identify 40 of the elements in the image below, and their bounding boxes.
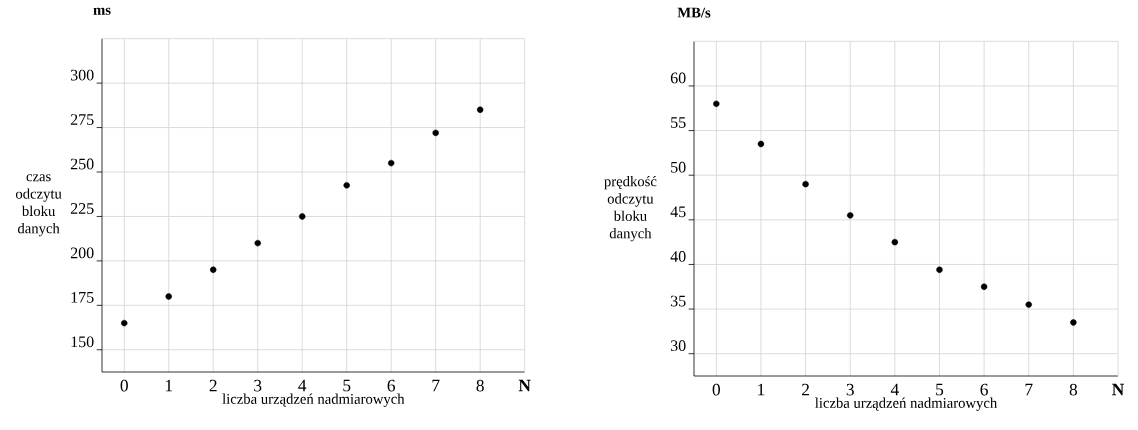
- x-tick-label: 5: [343, 379, 351, 392]
- x-tick-label: 3: [846, 383, 854, 396]
- x-tick-label: 8: [1069, 383, 1078, 396]
- y-tick-label: 250: [70, 158, 94, 170]
- x-tick-label: 8: [476, 379, 484, 392]
- text: N: [1112, 383, 1125, 396]
- x-tick-label: 7: [1025, 383, 1033, 396]
- y-tick-label: 150: [71, 336, 94, 348]
- y-axis-title: czas odczytu bloku danych: [15, 174, 62, 237]
- x-tick-label: 2: [209, 379, 217, 392]
- y-tick-label: 300: [70, 69, 94, 81]
- y-tick-label: 30: [670, 340, 686, 352]
- y-tick-label: 225: [70, 203, 94, 214]
- y-tick-label: 175: [71, 291, 94, 303]
- x-tick-label: 1: [165, 379, 173, 392]
- y-tick-label: 35: [670, 295, 686, 307]
- x-tick-label: 2: [802, 383, 809, 396]
- y-tick-label: 55: [671, 117, 686, 128]
- x-axis-title: liczba urządzeń nadmiarowych: [815, 397, 998, 411]
- chart-title: MB/s: [677, 7, 711, 18]
- text: N: [518, 379, 531, 392]
- y-tick-label: 275: [70, 114, 94, 125]
- x-tick-label: 3: [254, 379, 262, 392]
- x-axis-title: liczba urządzeń nadmiarowych: [222, 393, 405, 407]
- y-tick-label: 200: [70, 247, 94, 259]
- y-tick-label: 50: [671, 161, 686, 173]
- x-tick-label: 0: [712, 383, 720, 396]
- y-tick-label: 60: [670, 72, 686, 84]
- chart-title: ms: [93, 7, 111, 15]
- x-tick-label: 6: [980, 383, 988, 396]
- x-tick-label: 7: [432, 379, 440, 392]
- x-tick-label: 4: [890, 383, 899, 396]
- y-axis-title: prędkość odczytu bloku danych: [604, 176, 657, 242]
- x-tick-label: 5: [936, 383, 944, 396]
- x-tick-label: 6: [387, 379, 396, 392]
- x-tick-label: 0: [120, 379, 128, 392]
- x-tick-label: 1: [758, 383, 765, 396]
- y-tick-label: 45: [670, 206, 686, 218]
- x-tick-label: 4: [298, 379, 307, 392]
- y-tick-label: 40: [670, 251, 686, 262]
